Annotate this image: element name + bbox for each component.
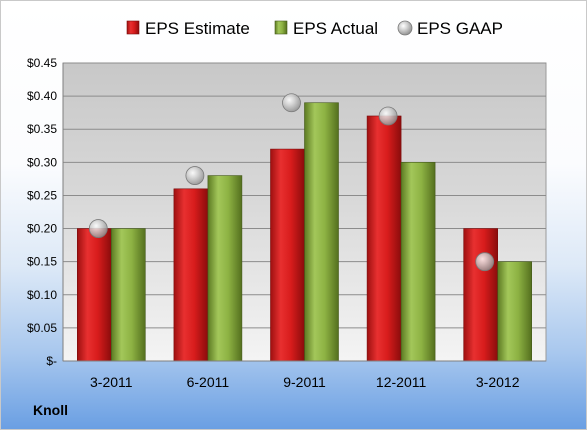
legend-label: EPS GAAP xyxy=(417,19,503,38)
bar-eps-estimate xyxy=(77,228,112,362)
y-tick-label: $0.20 xyxy=(27,222,57,236)
bar-eps-actual xyxy=(497,261,533,362)
bubble-eps-gaap xyxy=(88,219,108,238)
bar-eps-estimate xyxy=(463,228,499,362)
y-axis: $- $0.05 $0.10 $0.15 $0.20 $0.25 $0.30 $0.35 $0.… xyxy=(27,56,546,368)
y-tick-label: $0.25 xyxy=(27,188,57,202)
bubble-eps-gaap xyxy=(282,93,301,113)
y-tick-label: $0.30 xyxy=(27,155,57,169)
bar-eps-actual xyxy=(400,162,436,362)
y-tick-label: $0.05 xyxy=(27,321,57,335)
bar-eps-estimate xyxy=(366,115,402,362)
y-tick-label: $0.35 xyxy=(27,122,57,136)
bubble-eps-gaap xyxy=(185,166,205,185)
y-tick-label: $- xyxy=(46,354,57,368)
y-tick-label: $0.10 xyxy=(27,288,57,302)
legend-swatch xyxy=(126,20,140,35)
x-tick-label: 6-2011 xyxy=(187,374,230,390)
bar-eps-actual xyxy=(207,175,243,362)
x-axis: 3-2011 6-2011 9-2011 12-2011 3-2012 xyxy=(90,374,520,390)
legend-swatch xyxy=(397,20,413,36)
x-tick-label: 3-2011 xyxy=(90,374,133,390)
x-tick-label: 3-2012 xyxy=(476,374,520,390)
y-tick-label: $0.40 xyxy=(27,89,57,103)
bubble-eps-gaap xyxy=(378,106,398,126)
legend-label: EPS Actual xyxy=(293,19,378,38)
legend: EPS Estimate EPS Actual EPS GAAP xyxy=(126,19,503,38)
x-tick-label: 12-2011 xyxy=(376,374,427,390)
bar-eps-estimate xyxy=(270,148,305,362)
bars xyxy=(77,102,533,362)
y-tick-label: $0.45 xyxy=(27,56,57,70)
company-label: Knoll xyxy=(33,402,68,418)
legend-label: EPS Estimate xyxy=(145,19,250,38)
x-tick-label: 9-2011 xyxy=(283,374,326,390)
bar-eps-actual xyxy=(111,228,146,362)
bubble-eps-gaap xyxy=(475,252,495,272)
y-tick-label: $0.15 xyxy=(27,255,57,269)
bar-eps-estimate xyxy=(173,188,209,362)
bar-eps-actual xyxy=(304,102,339,362)
legend-swatch xyxy=(274,20,288,35)
bubbles xyxy=(88,93,495,272)
